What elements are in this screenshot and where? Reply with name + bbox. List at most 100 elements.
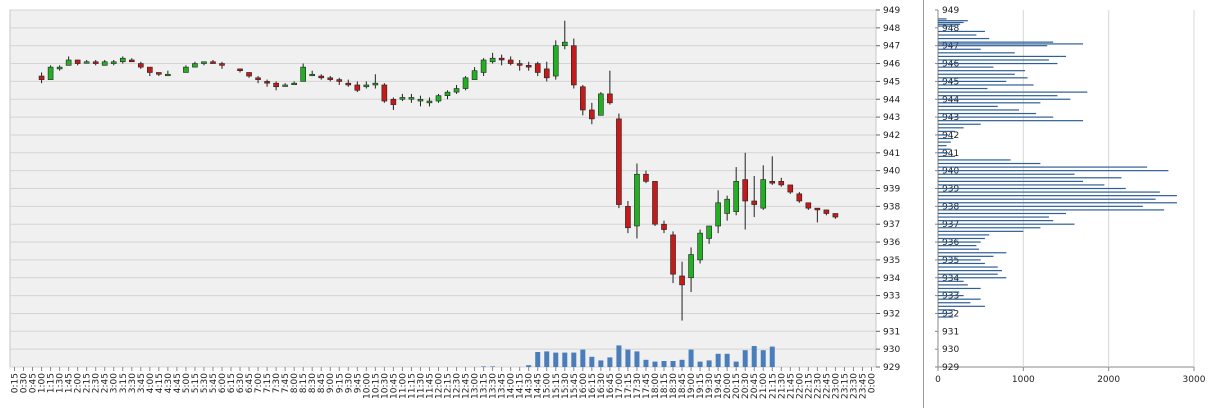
vp-bar	[938, 43, 1084, 45]
x-tick-label: 17:30	[633, 373, 643, 399]
y-tick-label: 938	[883, 202, 900, 212]
candle-body	[625, 206, 631, 229]
candle-body	[372, 82, 379, 86]
vp-bar	[938, 273, 998, 275]
vp-bar	[938, 162, 1041, 165]
candle-body	[237, 68, 243, 71]
vp-bar	[938, 262, 985, 265]
volume-bar	[688, 349, 694, 367]
volume-bar	[544, 351, 550, 367]
vp-y-tick-label: 946	[942, 60, 959, 70]
vp-x-tick-label: 1000	[1012, 375, 1035, 385]
candle-body	[769, 181, 776, 184]
x-tick-label: 22:00	[795, 373, 805, 399]
x-tick-label: 4:45	[173, 373, 183, 393]
vp-bar	[938, 195, 1177, 197]
vp-bar	[938, 237, 985, 240]
vp-bar	[938, 187, 1126, 190]
candle-body	[336, 79, 343, 82]
vp-bar	[938, 305, 985, 307]
candle-body	[300, 66, 306, 82]
vp-bar	[938, 227, 1041, 229]
candle-body	[616, 118, 622, 205]
x-tick-label: 19:45	[714, 373, 724, 399]
candle-body	[363, 84, 370, 88]
x-tick-label: 20:30	[741, 373, 751, 399]
vp-y-tick-label: 933	[942, 292, 959, 302]
y-tick-label: 946	[883, 60, 900, 70]
x-tick-label: 13:45	[498, 373, 508, 399]
candle-body	[805, 202, 812, 209]
vp-y-tick-label: 935	[942, 256, 959, 266]
vp-bar	[938, 34, 977, 36]
x-tick-label: 7:30	[272, 373, 282, 393]
y-tick-label: 948	[883, 24, 900, 34]
volume-bar	[706, 360, 712, 367]
volume-bar	[715, 353, 721, 367]
vp-bar	[938, 234, 990, 236]
vp-bar	[938, 198, 1156, 200]
vp-bar	[938, 70, 1026, 72]
vp-bar	[938, 159, 1011, 161]
x-tick-label: 17:45	[642, 373, 652, 399]
x-tick-label: 16:30	[597, 373, 607, 399]
candle-body	[598, 93, 604, 116]
candle-body	[643, 173, 649, 182]
candle-body	[390, 98, 397, 105]
x-tick-label: 8:00	[290, 373, 300, 393]
vp-bar	[938, 230, 1024, 232]
volume-bar	[634, 351, 640, 367]
vp-bar	[938, 309, 956, 311]
x-tick-label: 13:30	[489, 373, 499, 399]
x-tick-label: 1:00	[38, 373, 48, 393]
vp-x-tick-label: 3000	[1183, 375, 1206, 385]
vp-y-tick-label: 930	[942, 345, 959, 355]
vp-bar	[938, 170, 1169, 172]
candle-body	[525, 65, 532, 68]
x-tick-label: 23:30	[849, 373, 859, 399]
candle-body	[381, 84, 388, 102]
candle-body	[697, 232, 703, 261]
volume-bar	[724, 353, 730, 367]
vp-y-tick-label: 934	[942, 274, 959, 284]
vp-bar	[938, 280, 964, 282]
vp-bar	[938, 248, 979, 250]
vp-bar	[938, 21, 964, 24]
candle-body	[327, 77, 334, 80]
candle-body	[679, 275, 685, 286]
vp-bar	[938, 66, 994, 68]
vp-bar	[938, 77, 1028, 79]
candle-body	[165, 73, 171, 77]
vp-bar	[938, 291, 960, 293]
volume-bar	[733, 361, 739, 367]
y-tick-label: 936	[883, 238, 900, 248]
x-tick-label: 9:15	[335, 373, 345, 393]
candle-body	[444, 91, 451, 96]
y-tick-label: 935	[883, 256, 900, 266]
candle-body	[787, 184, 794, 193]
vp-y-tick-label: 942	[942, 131, 959, 141]
candle-body	[201, 61, 207, 64]
candle-body	[561, 41, 568, 47]
y-tick-label: 944	[883, 95, 900, 105]
vp-bar	[938, 105, 998, 107]
y-tick-label: 937	[883, 220, 900, 230]
vp-bar	[938, 302, 971, 304]
y-tick-label: 930	[883, 345, 900, 355]
x-tick-label: 21:30	[777, 373, 787, 399]
vp-bar	[938, 284, 968, 286]
vp-bar	[938, 141, 951, 143]
x-tick-label: 8:45	[317, 373, 327, 393]
vp-bar	[938, 45, 1048, 47]
vp-bar	[938, 220, 1054, 222]
x-tick-label: 18:15	[660, 373, 670, 399]
candle-body	[192, 63, 198, 68]
candle-body	[408, 97, 415, 100]
candle-body	[823, 209, 830, 214]
x-tick-label: 22:30	[813, 373, 823, 399]
volume-bar	[481, 366, 487, 367]
vp-bar	[938, 148, 951, 150]
x-tick-label: 10:15	[371, 373, 381, 399]
candle-body	[110, 61, 117, 64]
vp-x-tick-label: 2000	[1097, 375, 1120, 385]
